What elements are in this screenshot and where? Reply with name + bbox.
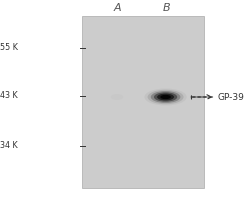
Ellipse shape (151, 91, 181, 103)
Ellipse shape (154, 92, 177, 102)
Text: 43 K: 43 K (0, 92, 18, 100)
Text: 34 K: 34 K (0, 142, 18, 150)
Text: B: B (163, 3, 171, 13)
FancyBboxPatch shape (82, 16, 204, 188)
Text: A: A (113, 3, 121, 13)
Ellipse shape (157, 94, 174, 100)
Ellipse shape (148, 90, 184, 104)
Ellipse shape (111, 94, 123, 100)
Text: 55 K: 55 K (0, 44, 18, 52)
Ellipse shape (160, 95, 171, 99)
Ellipse shape (144, 88, 187, 106)
Text: GP-39: GP-39 (218, 92, 245, 102)
